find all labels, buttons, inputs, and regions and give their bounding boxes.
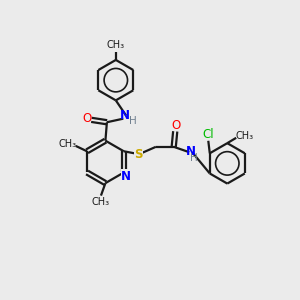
Text: N: N xyxy=(120,109,130,122)
Text: CH₃: CH₃ xyxy=(92,197,110,207)
Text: S: S xyxy=(134,148,143,161)
Text: O: O xyxy=(171,119,180,132)
Text: H: H xyxy=(129,116,136,126)
Text: CH₃: CH₃ xyxy=(58,140,76,149)
Text: N: N xyxy=(186,145,196,158)
Text: N: N xyxy=(121,169,131,183)
Text: H: H xyxy=(190,153,198,163)
Text: O: O xyxy=(83,112,92,125)
Text: Cl: Cl xyxy=(202,128,214,141)
Text: CH₃: CH₃ xyxy=(107,40,125,50)
Text: CH₃: CH₃ xyxy=(236,131,253,141)
